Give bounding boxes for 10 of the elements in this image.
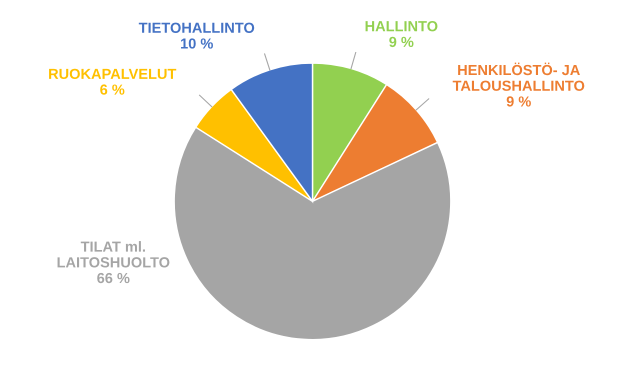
data-label: 9 % — [506, 96, 531, 107]
slice-label: HENKILÖSTÖ- JA TALOUSHALLINTO — [452, 62, 584, 91]
data-label: 9 % — [389, 36, 414, 48]
slice-label: HALLINTO — [366, 21, 438, 32]
slice-label: RUOKAPALVELUT — [49, 68, 176, 80]
data-label: 66 % — [97, 272, 130, 284]
data-label: 10 % — [181, 38, 213, 49]
data-label: 6 % — [100, 84, 124, 95]
slice-label: TILAT ml. LAITOSHUOLTO — [58, 241, 170, 268]
slice-label: TIETOHALLINTO — [138, 22, 254, 33]
